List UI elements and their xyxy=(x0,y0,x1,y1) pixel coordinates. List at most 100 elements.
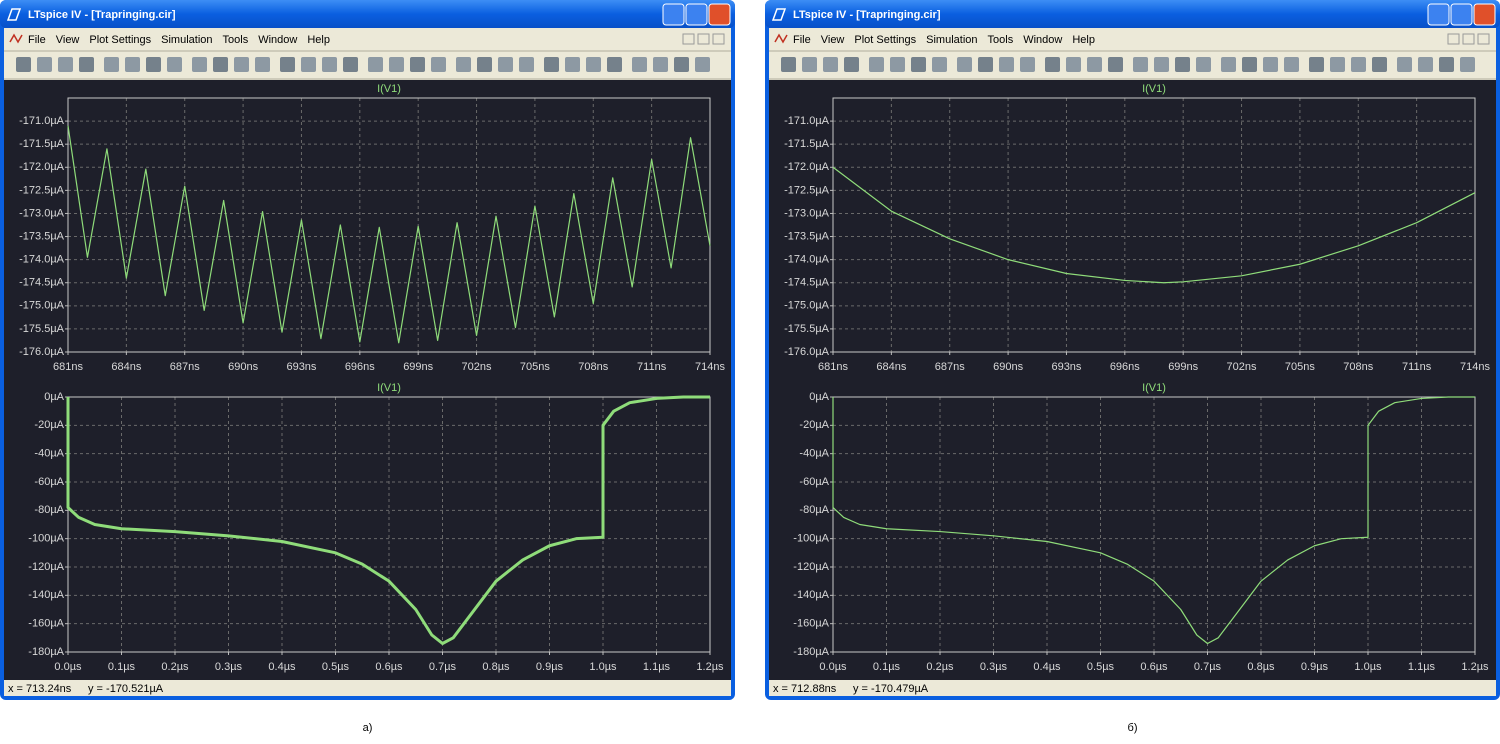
toolbar-button[interactable] xyxy=(1397,57,1412,72)
menu-item[interactable]: Simulation xyxy=(161,34,212,46)
x-tick-label: 0.5µs xyxy=(1087,661,1115,673)
toolbar-button[interactable] xyxy=(456,57,471,72)
menu-item[interactable]: View xyxy=(56,34,80,46)
toolbar-button[interactable] xyxy=(234,57,249,72)
toolbar-button[interactable] xyxy=(999,57,1014,72)
menu-item[interactable]: Window xyxy=(1023,34,1062,46)
toolbar-button[interactable] xyxy=(1263,57,1278,72)
toolbar-button[interactable] xyxy=(1221,57,1236,72)
menu-item[interactable]: Help xyxy=(1072,34,1095,46)
minimize-button[interactable] xyxy=(1427,3,1450,26)
toolbar-button[interactable] xyxy=(565,57,580,72)
toolbar-button[interactable] xyxy=(632,57,647,72)
x-tick-label: 693ns xyxy=(1051,361,1081,373)
mdi-button[interactable] xyxy=(1462,33,1475,45)
menu-item[interactable]: Simulation xyxy=(926,34,977,46)
toolbar-button[interactable] xyxy=(431,57,446,72)
toolbar-button[interactable] xyxy=(16,57,31,72)
toolbar-button[interactable] xyxy=(1330,57,1345,72)
toolbar-button[interactable] xyxy=(301,57,316,72)
toolbar-button[interactable] xyxy=(58,57,73,72)
menu-item[interactable]: Window xyxy=(258,34,297,46)
toolbar-button[interactable] xyxy=(192,57,207,72)
menu-item[interactable]: Tools xyxy=(223,34,249,46)
toolbar-button[interactable] xyxy=(1242,57,1257,72)
mdi-button[interactable] xyxy=(682,33,695,45)
mdi-button[interactable] xyxy=(1477,33,1490,45)
toolbar-button[interactable] xyxy=(1020,57,1035,72)
toolbar-button[interactable] xyxy=(544,57,559,72)
y-tick-label: -172.5µA xyxy=(19,184,65,196)
toolbar-button[interactable] xyxy=(695,57,710,72)
menu-item[interactable]: Plot Settings xyxy=(854,34,916,46)
toolbar-button[interactable] xyxy=(674,57,689,72)
toolbar-button[interactable] xyxy=(79,57,94,72)
mdi-button[interactable] xyxy=(712,33,725,45)
minimize-button[interactable] xyxy=(662,3,685,26)
toolbar-button[interactable] xyxy=(1418,57,1433,72)
toolbar-button[interactable] xyxy=(343,57,358,72)
toolbar-button[interactable] xyxy=(1439,57,1454,72)
toolbar-button[interactable] xyxy=(1133,57,1148,72)
toolbar-button[interactable] xyxy=(653,57,668,72)
toolbar-button[interactable] xyxy=(1309,57,1324,72)
y-tick-label: -100µA xyxy=(28,533,64,545)
toolbar-button[interactable] xyxy=(1175,57,1190,72)
toolbar-button[interactable] xyxy=(167,57,182,72)
toolbar-button[interactable] xyxy=(1108,57,1123,72)
toolbar-button[interactable] xyxy=(104,57,119,72)
toolbar-button[interactable] xyxy=(607,57,622,72)
toolbar-button[interactable] xyxy=(844,57,859,72)
menu-item[interactable]: Tools xyxy=(988,34,1014,46)
toolbar-button[interactable] xyxy=(1460,57,1475,72)
toolbar-button[interactable] xyxy=(823,57,838,72)
toolbar-button[interactable] xyxy=(932,57,947,72)
toolbar-button[interactable] xyxy=(1045,57,1060,72)
toolbar-button[interactable] xyxy=(368,57,383,72)
mdi-button[interactable] xyxy=(1447,33,1460,45)
toolbar-button[interactable] xyxy=(389,57,404,72)
plot-pane xyxy=(769,80,1496,680)
menu-item[interactable]: View xyxy=(821,34,845,46)
toolbar-button[interactable] xyxy=(213,57,228,72)
toolbar-button[interactable] xyxy=(255,57,270,72)
x-tick-label: 696ns xyxy=(1110,361,1140,373)
y-tick-label: -40µA xyxy=(799,448,829,460)
menu-item[interactable]: File xyxy=(28,34,46,46)
toolbar-button[interactable] xyxy=(1284,57,1299,72)
maximize-button[interactable] xyxy=(685,3,708,26)
close-button[interactable] xyxy=(708,3,731,26)
menu-item[interactable]: File xyxy=(793,34,811,46)
toolbar-button[interactable] xyxy=(890,57,905,72)
toolbar-button[interactable] xyxy=(125,57,140,72)
mdi-button[interactable] xyxy=(697,33,710,45)
toolbar-button[interactable] xyxy=(146,57,161,72)
toolbar-button[interactable] xyxy=(519,57,534,72)
x-tick-label: 0.0µs xyxy=(819,661,847,673)
toolbar-button[interactable] xyxy=(322,57,337,72)
toolbar-button[interactable] xyxy=(586,57,601,72)
toolbar-button[interactable] xyxy=(911,57,926,72)
x-tick-label: 0.7µs xyxy=(1194,661,1222,673)
menu-item[interactable]: Help xyxy=(307,34,330,46)
toolbar-button[interactable] xyxy=(498,57,513,72)
toolbar-button[interactable] xyxy=(978,57,993,72)
menu-item[interactable]: Plot Settings xyxy=(89,34,151,46)
toolbar-button[interactable] xyxy=(477,57,492,72)
toolbar-button[interactable] xyxy=(802,57,817,72)
toolbar-button[interactable] xyxy=(1196,57,1211,72)
toolbar-button[interactable] xyxy=(280,57,295,72)
toolbar-button[interactable] xyxy=(869,57,884,72)
toolbar-button[interactable] xyxy=(1351,57,1366,72)
toolbar-button[interactable] xyxy=(1087,57,1102,72)
toolbar-button[interactable] xyxy=(37,57,52,72)
toolbar-button[interactable] xyxy=(781,57,796,72)
toolbar-button[interactable] xyxy=(1372,57,1387,72)
toolbar-button[interactable] xyxy=(410,57,425,72)
toolbar-button[interactable] xyxy=(1066,57,1081,72)
x-tick-label: 714ns xyxy=(1460,361,1490,373)
close-button[interactable] xyxy=(1473,3,1496,26)
toolbar-button[interactable] xyxy=(1154,57,1169,72)
maximize-button[interactable] xyxy=(1450,3,1473,26)
toolbar-button[interactable] xyxy=(957,57,972,72)
